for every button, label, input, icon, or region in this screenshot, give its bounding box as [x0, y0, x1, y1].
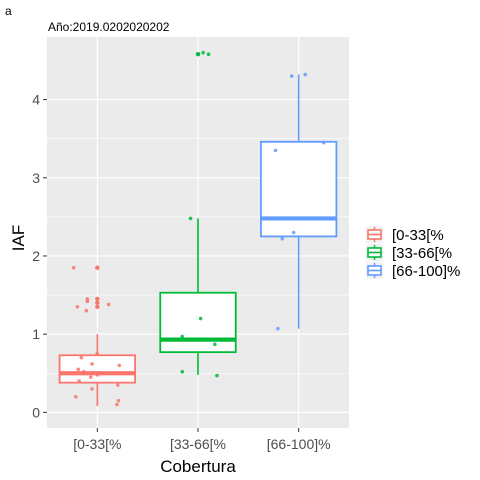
outlier-point: [95, 300, 100, 306]
points-layer: [71, 50, 326, 407]
data-point: [115, 383, 120, 387]
data-point: [213, 342, 217, 347]
data-point: [75, 304, 80, 309]
data-point: [215, 373, 219, 378]
y-axis-ticks: 0 1 2 3 4: [32, 92, 47, 420]
y-tick-label: 4: [32, 92, 40, 108]
data-point: [289, 74, 294, 78]
data-point: [201, 50, 205, 55]
data-point: [95, 351, 99, 356]
data-point: [85, 297, 90, 301]
data-point: [180, 334, 184, 339]
data-point: [77, 379, 81, 383]
data-point: [84, 308, 89, 313]
data-point: [321, 140, 326, 145]
data-point: [106, 302, 111, 307]
data-point: [303, 72, 308, 77]
data-point: [280, 236, 285, 241]
legend: [0-33[%[33-66[%[66-100]%: [366, 226, 460, 280]
y-axis-title: IAF: [9, 225, 28, 251]
x-axis-title: Cobertura: [160, 457, 236, 476]
box-2: [159, 52, 237, 375]
outlier-point: [195, 52, 201, 57]
outlier-point: [95, 265, 100, 270]
legend-label: [0-33[%: [392, 227, 444, 244]
data-point: [188, 216, 193, 221]
box-3: [260, 74, 338, 329]
data-point: [73, 394, 78, 399]
panel-label: a: [5, 4, 12, 18]
data-point: [198, 316, 203, 321]
box-body: [159, 291, 237, 354]
data-point: [88, 375, 93, 379]
y-tick-label: 3: [32, 170, 40, 186]
box-body: [58, 354, 136, 384]
x-tick-label: [66-100]%: [267, 436, 331, 452]
data-point: [291, 230, 296, 235]
data-point: [101, 371, 106, 376]
data-point: [90, 362, 94, 366]
data-point: [90, 387, 94, 391]
x-axis-ticks: [0-33[% [33-66[% [66-100]%: [73, 428, 331, 452]
x-tick-label: [33-66[%: [170, 436, 226, 452]
legend-key: [366, 226, 383, 243]
x-tick-label: [0-33[%: [73, 436, 121, 452]
data-point: [81, 369, 86, 374]
data-point: [115, 402, 119, 407]
y-tick-label: 0: [32, 404, 40, 420]
legend-label: [33-66[%: [392, 245, 452, 262]
outlier-point: [95, 304, 100, 309]
chart-title: Año:2019.0202020202: [48, 20, 170, 34]
box-body: [260, 140, 338, 238]
data-point: [206, 52, 211, 57]
data-point: [273, 148, 278, 153]
outlier-point: [95, 296, 100, 302]
data-point: [71, 265, 76, 270]
legend-key: [366, 244, 383, 261]
data-point: [192, 337, 196, 342]
y-tick-label: 2: [32, 248, 40, 264]
data-point: [95, 373, 100, 377]
data-point: [180, 369, 185, 374]
data-point: [116, 398, 121, 403]
data-point: [117, 363, 122, 368]
legend-key: [366, 262, 383, 279]
data-point: [76, 367, 81, 372]
y-tick-label: 1: [32, 326, 40, 342]
data-point: [276, 326, 280, 331]
legend-label: [66-100]%: [392, 263, 460, 280]
data-point: [79, 355, 84, 360]
